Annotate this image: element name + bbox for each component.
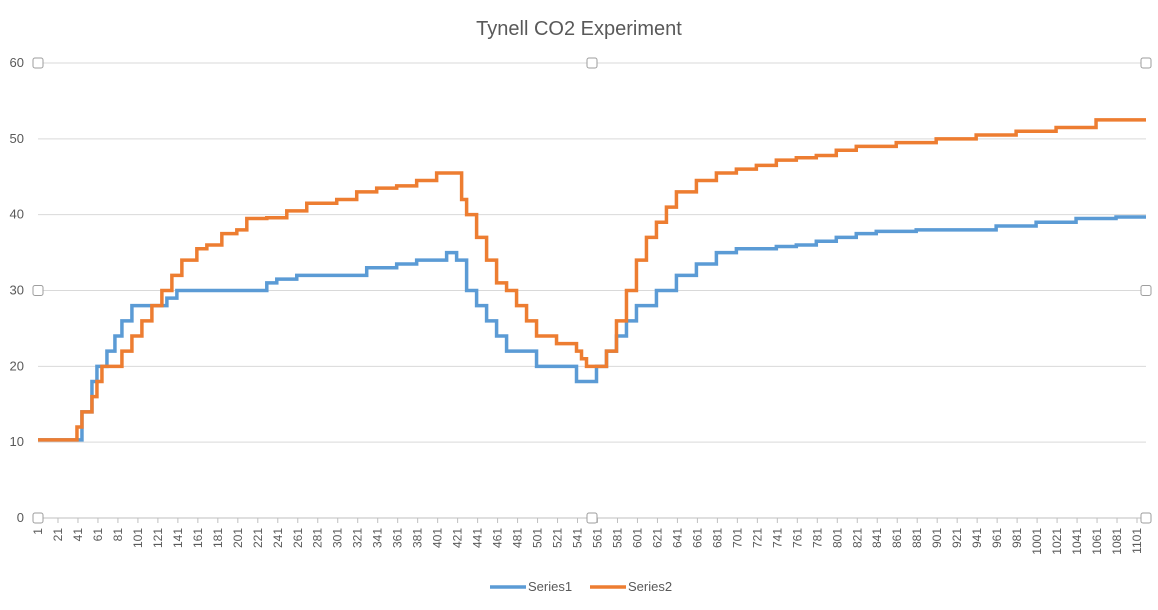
x-tick-label: 141 bbox=[171, 528, 185, 548]
x-tick-label: 21 bbox=[51, 528, 65, 542]
x-tick-label: 921 bbox=[950, 528, 964, 548]
x-tick-label: 1101 bbox=[1130, 528, 1144, 554]
y-tick-label: 60 bbox=[10, 55, 24, 70]
x-tick-label: 721 bbox=[750, 528, 764, 548]
x-tick-label: 941 bbox=[970, 528, 984, 548]
resize-handle[interactable] bbox=[32, 512, 44, 524]
x-tick-label: 241 bbox=[271, 528, 285, 548]
x-tick-label: 841 bbox=[870, 528, 884, 548]
resize-handle[interactable] bbox=[32, 285, 44, 296]
x-tick-label: 121 bbox=[151, 528, 165, 548]
series-line-2 bbox=[38, 118, 1146, 442]
x-tick-label: 681 bbox=[710, 528, 724, 548]
x-tick-label: 521 bbox=[551, 528, 565, 548]
x-tick-label: 421 bbox=[451, 528, 465, 548]
resize-handle[interactable] bbox=[586, 512, 598, 524]
x-tick-label: 281 bbox=[311, 528, 325, 548]
x-tick-label: 1041 bbox=[1070, 528, 1084, 555]
x-tick-label: 101 bbox=[131, 528, 145, 548]
chart-title: Tynell CO2 Experiment bbox=[476, 18, 682, 40]
x-tick-label: 1021 bbox=[1050, 528, 1064, 555]
x-tick-label: 1001 bbox=[1030, 528, 1044, 555]
x-tick-label: 821 bbox=[850, 528, 864, 548]
legend: Series1 Series2 bbox=[490, 579, 672, 594]
resize-handle[interactable] bbox=[1140, 285, 1152, 296]
selection-handles[interactable] bbox=[32, 57, 1152, 524]
x-tick-label: 201 bbox=[231, 528, 245, 548]
x-tick-label: 401 bbox=[431, 528, 445, 548]
x-tick-label: 221 bbox=[251, 528, 265, 548]
x-tick-label: 61 bbox=[91, 528, 105, 542]
resize-handle[interactable] bbox=[32, 57, 44, 69]
x-tick-label: 1081 bbox=[1110, 528, 1124, 555]
x-tick-label: 261 bbox=[291, 528, 305, 548]
y-tick-label: 40 bbox=[10, 207, 24, 222]
x-tick-label: 961 bbox=[990, 528, 1004, 548]
x-tick-label: 381 bbox=[411, 528, 425, 548]
x-tick-label: 741 bbox=[770, 528, 784, 548]
x-tick-label: 861 bbox=[890, 528, 904, 548]
x-tick-label: 601 bbox=[630, 528, 644, 548]
y-tick-label: 20 bbox=[10, 358, 24, 373]
x-tick-label: 581 bbox=[610, 528, 624, 548]
y-tick-label: 30 bbox=[10, 283, 24, 298]
x-tick-label: 1061 bbox=[1090, 528, 1104, 555]
series-lines bbox=[38, 118, 1146, 442]
legend-label-2: Series2 bbox=[628, 579, 672, 594]
y-tick-label: 50 bbox=[10, 131, 24, 146]
y-axis: 0 10 20 30 40 50 60 bbox=[10, 55, 24, 525]
x-tick-label: 361 bbox=[391, 528, 405, 548]
x-tick-label: 761 bbox=[790, 528, 804, 548]
x-tick-label: 481 bbox=[511, 528, 525, 548]
x-tick-label: 781 bbox=[810, 528, 824, 548]
x-tick-label: 181 bbox=[211, 528, 225, 548]
x-tick-label: 901 bbox=[930, 528, 944, 548]
legend-label-1: Series1 bbox=[528, 579, 572, 594]
resize-handle[interactable] bbox=[1140, 57, 1152, 69]
y-tick-label: 10 bbox=[10, 434, 24, 449]
x-tick-label: 641 bbox=[670, 528, 684, 548]
x-tick-label: 981 bbox=[1010, 528, 1024, 548]
x-tick-label: 41 bbox=[71, 528, 85, 542]
x-tick-label: 561 bbox=[590, 528, 604, 548]
y-tick-label: 0 bbox=[17, 510, 24, 525]
x-tick-label: 81 bbox=[111, 528, 125, 542]
resize-handle[interactable] bbox=[1140, 512, 1152, 524]
x-tick-label: 661 bbox=[690, 528, 704, 548]
x-tick-label: 341 bbox=[371, 528, 385, 548]
x-tick-label: 541 bbox=[571, 528, 585, 548]
x-tick-label: 301 bbox=[331, 528, 345, 548]
x-tick-label: 801 bbox=[830, 528, 844, 548]
x-tick-label: 461 bbox=[491, 528, 505, 548]
x-tick-label: 441 bbox=[471, 528, 485, 548]
x-tick-label: 321 bbox=[351, 528, 365, 548]
x-tick-label: 161 bbox=[191, 528, 205, 548]
x-tick-label: 1 bbox=[31, 528, 45, 535]
x-tick-label: 501 bbox=[531, 528, 545, 548]
x-tick-label: 621 bbox=[650, 528, 664, 548]
resize-handle[interactable] bbox=[586, 57, 598, 69]
x-tick-label: 701 bbox=[730, 528, 744, 548]
x-tick-label: 881 bbox=[910, 528, 924, 548]
x-axis: 1 21 41 61 81 101 121 141 161 181 201 221 241 261 281 3… bbox=[31, 517, 1146, 555]
